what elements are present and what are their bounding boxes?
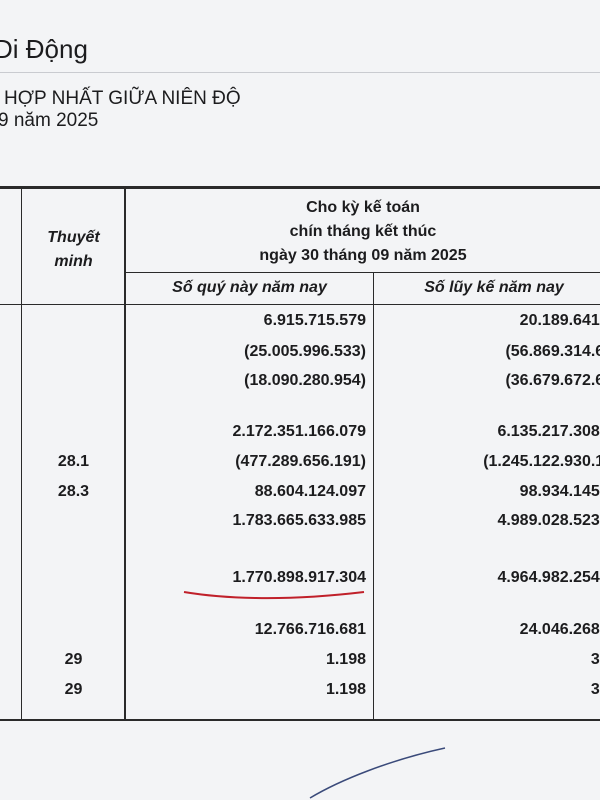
quarter-value-cell: 2.172.351.166.079	[232, 423, 366, 440]
ytd-value-cell: (36.679.672.693	[505, 372, 600, 389]
note-header-line: minh	[54, 253, 93, 270]
period-header-line: Cho kỳ kế toán	[306, 199, 420, 216]
note-header-line: Thuyết	[47, 229, 100, 246]
quarter-value-cell: (25.005.996.533)	[244, 343, 366, 360]
report-period: 9 năm 2025	[0, 110, 99, 131]
ytd-value-cell: 98.934.145.02	[519, 483, 600, 500]
ytd-value-cell: 4.989.028.523.57	[497, 512, 600, 529]
note-cell: 29	[64, 681, 83, 698]
ytd-value-cell: 3.37	[590, 651, 600, 668]
period-header: Cho kỳ kế toán chín tháng kết thúc ngày …	[126, 196, 600, 268]
table-top-border	[0, 186, 600, 189]
table-bottom-border	[0, 719, 600, 721]
quarter-value-cell: 1.783.665.633.985	[232, 512, 366, 529]
note-column-header: Thuyết minh	[22, 226, 125, 274]
quarter-column-header: Số quý này năm nay	[172, 279, 327, 296]
quarter-value-cell: 12.766.716.681	[254, 621, 366, 638]
header-divider	[0, 72, 600, 73]
quarter-value-cell: (477.289.656.191)	[235, 453, 366, 470]
ytd-value-cell: 20.189.641.96	[519, 312, 600, 329]
header-divider-line	[125, 272, 600, 273]
period-header-line: ngày 30 tháng 09 năm 2025	[259, 247, 467, 264]
ytd-value-cell: 4.964.982.254.94	[497, 569, 600, 586]
quarter-value-cell: 88.604.124.097	[254, 483, 366, 500]
period-header-line: chín tháng kết thúc	[289, 223, 437, 240]
report-title: HỢP NHẤT GIỮA NIÊN ĐỘ	[4, 88, 241, 109]
ytd-value-cell: 24.046.268.62	[519, 621, 600, 638]
red-pen-underline	[183, 591, 365, 600]
note-cell: 28.1	[57, 453, 90, 470]
ytd-value-cell: 6.135.217.308.67	[497, 423, 600, 440]
quarter-value-cell: (18.090.280.954)	[244, 372, 366, 389]
column-divider	[373, 272, 374, 720]
quarter-value-cell: 1.198	[325, 651, 366, 668]
quarter-value-cell: 6.915.715.579	[263, 312, 366, 329]
ytd-value-cell: (1.245.122.930.126	[483, 453, 600, 470]
signature-scribble	[309, 747, 446, 799]
ytd-value-cell: 3.37	[590, 681, 600, 698]
column-divider	[21, 188, 22, 720]
quarter-value-cell: 1.198	[325, 681, 366, 698]
header-bottom-line	[0, 304, 600, 305]
note-cell: 28.3	[57, 483, 90, 500]
ytd-value-cell: (56.869.314.660	[505, 343, 600, 360]
quarter-value-cell: 1.770.898.917.304	[232, 569, 366, 586]
note-cell: 29	[64, 651, 83, 668]
company-name: Di Động	[0, 34, 88, 64]
ytd-column-header: Số lũy kế năm nay	[424, 279, 564, 296]
column-divider	[124, 188, 126, 720]
